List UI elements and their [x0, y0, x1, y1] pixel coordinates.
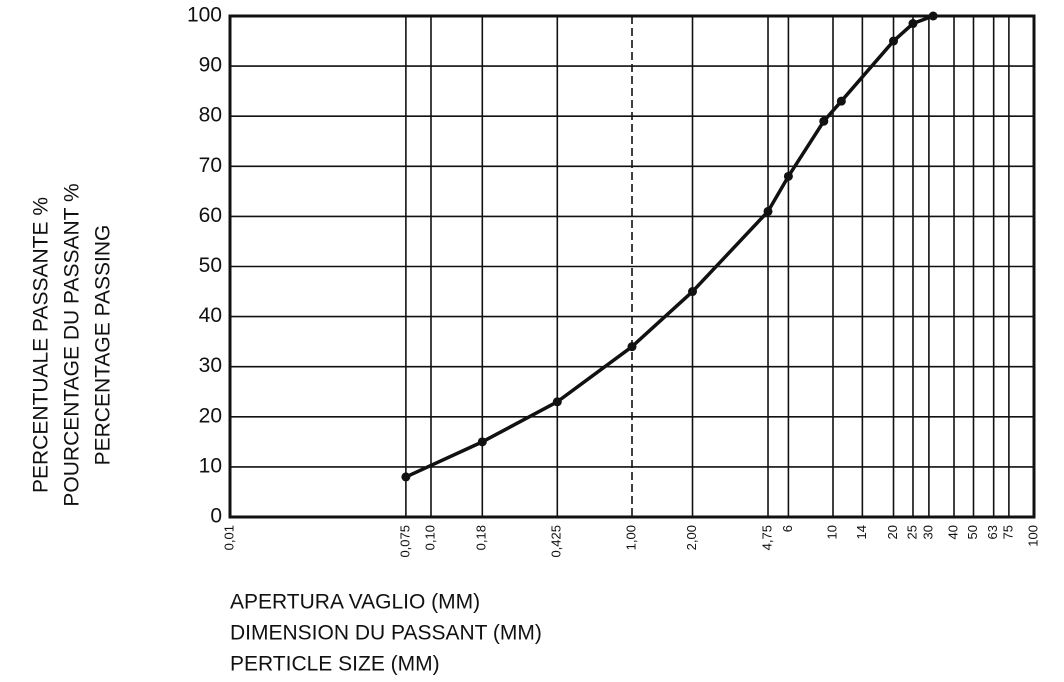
data-point [552, 397, 562, 407]
x-tick-label: 63 [985, 525, 1000, 539]
x-tick-label: 0,075 [397, 525, 412, 558]
x-tick-label: 20 [885, 525, 900, 539]
data-point [889, 36, 899, 46]
x-tick-label: 30 [920, 525, 935, 539]
x-tick-label: 0,10 [422, 525, 437, 550]
x-axis-title: DIMENSION DU PASSANT (MM) [230, 622, 542, 645]
x-tick-label: 50 [965, 525, 980, 539]
x-tick-label: 14 [854, 525, 869, 539]
y-tick-label: 60 [199, 204, 222, 227]
data-line [405, 14, 934, 479]
data-point [928, 11, 938, 21]
y-axis-title: PERCENTAGE PASSING [92, 225, 115, 466]
data-point [783, 171, 793, 181]
x-tick-label: 0,01 [221, 525, 236, 550]
x-tick-label: 10 [824, 525, 839, 539]
x-axis-title: PERTICLE SIZE (MM) [230, 653, 440, 676]
data-point [836, 96, 846, 106]
plot-frame [228, 14, 1036, 519]
x-tick-label: 0,18 [474, 525, 489, 550]
y-tick-label: 100 [187, 4, 222, 27]
x-tick-label: 40 [945, 525, 960, 539]
y-tick-label: 20 [199, 404, 222, 427]
data-point [763, 206, 773, 216]
x-tick-label: 25 [904, 525, 919, 539]
y-tick-label: 50 [199, 254, 222, 277]
data-point [819, 116, 829, 126]
y-axis-title: PERCENTUALE PASSANTE % [30, 197, 53, 493]
x-tick-label: 2,00 [684, 525, 699, 550]
data-point [401, 472, 411, 482]
x-tick-label: 100 [1025, 525, 1040, 547]
y-tick-label: 40 [199, 304, 222, 327]
y-axis-title: POURCENTAGE DU PASSANT % [61, 183, 84, 506]
x-axis-title: APERTURA VAGLIO (MM) [230, 591, 480, 614]
x-tick-label: 4,75 [759, 525, 774, 550]
x-tick-label: 0,425 [549, 525, 564, 558]
y-tick-label: 90 [199, 54, 222, 77]
data-point [688, 287, 698, 297]
y-tick-label: 70 [199, 154, 222, 177]
x-tick-label: 6 [780, 525, 795, 532]
data-point [627, 342, 637, 352]
y-tick-label: 30 [199, 354, 222, 377]
y-tick-label: 80 [199, 104, 222, 127]
data-point [908, 19, 918, 29]
y-tick-label: 10 [199, 454, 222, 477]
data-point [477, 437, 487, 447]
x-tick-label: 75 [1000, 525, 1015, 539]
y-tick-label: 0 [210, 505, 222, 528]
x-tick-label: 1,00 [623, 525, 638, 550]
